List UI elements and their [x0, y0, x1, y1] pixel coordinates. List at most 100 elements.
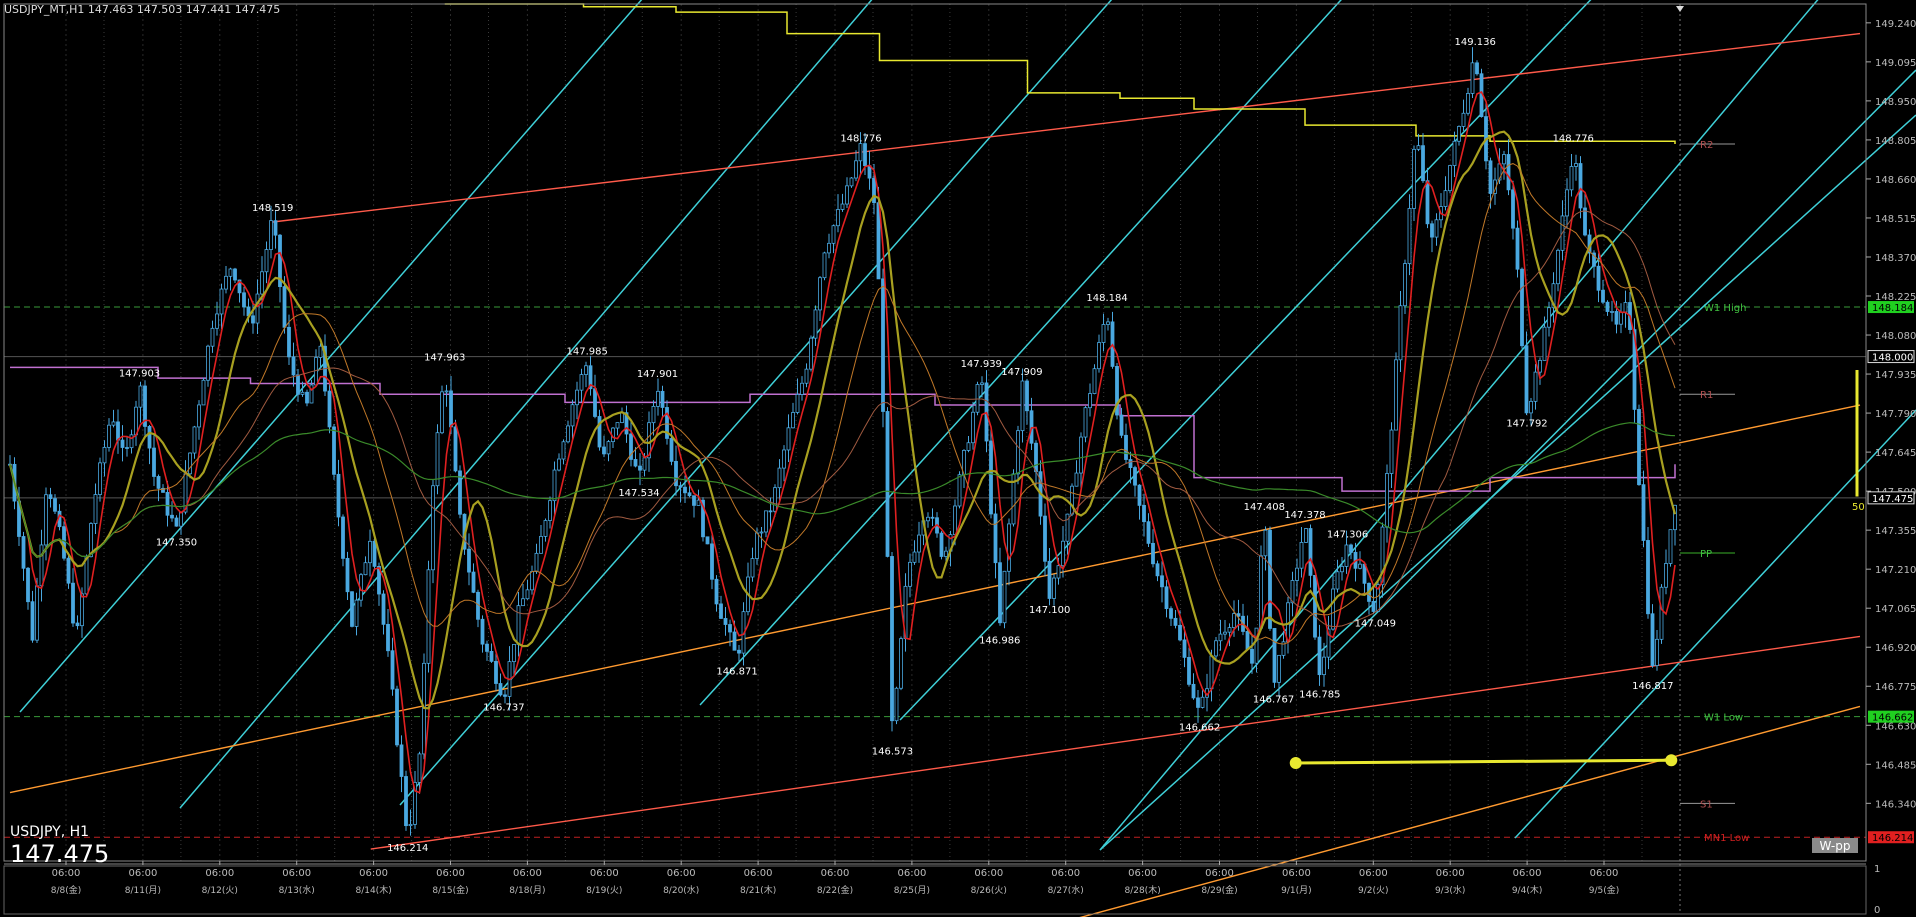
candle-body [800, 382, 804, 395]
x-tick-date: 9/2(火) [1358, 885, 1389, 896]
candle-body [1245, 631, 1250, 650]
swing-labels: 147.903 147.350 148.519 147.963 146.214 146.7… [119, 37, 1674, 854]
candle-body [930, 516, 935, 519]
candle-body [1133, 467, 1137, 486]
candle-body [1344, 544, 1349, 567]
ma-slow-b [9, 210, 1676, 628]
y-tick-label: 148.515 [1875, 214, 1916, 225]
x-tick-time: 06:00 [744, 868, 773, 879]
level-label: PP [1700, 549, 1712, 560]
candle-body [21, 536, 26, 569]
level-label: S1 [1700, 799, 1713, 810]
candle-body [75, 622, 80, 627]
candle-body [1151, 542, 1155, 565]
candle-body [1565, 189, 1569, 217]
candle-body [278, 234, 282, 288]
candle-body [53, 498, 57, 512]
candle-body [714, 578, 719, 605]
swing-label: 146.767 [1253, 694, 1294, 705]
x-tick-date: 8/27(水) [1048, 884, 1084, 896]
candle-body [156, 476, 161, 489]
candle-body [1637, 409, 1641, 486]
candle-body [665, 407, 669, 439]
candle-body [840, 203, 845, 210]
candle-body [633, 459, 638, 467]
candle-body [111, 421, 116, 426]
candle-body [512, 643, 516, 663]
candle-body [1124, 434, 1128, 460]
candle-body [552, 469, 557, 502]
candle-body [980, 382, 984, 385]
candle-body [62, 526, 66, 559]
swing-label: 147.408 [1244, 502, 1285, 513]
candle-body [107, 424, 111, 448]
candle-body [1533, 371, 1538, 402]
candle-body [1403, 263, 1407, 307]
y-tick-label: 146.920 [1875, 643, 1916, 654]
candle-body [1605, 301, 1610, 312]
y-tick-label: 146.340 [1875, 799, 1916, 810]
trendline [1079, 705, 1861, 917]
candle-body [1106, 321, 1110, 325]
candle-body [435, 432, 440, 487]
candle-body [165, 491, 170, 516]
swing-label: 148.776 [1553, 134, 1594, 145]
candle-body [1529, 400, 1533, 414]
candle-body [174, 517, 179, 527]
candle-body [674, 460, 678, 487]
candle-body [489, 650, 494, 662]
candle-body [26, 567, 30, 603]
candle-body [368, 540, 372, 564]
candle-body [1641, 484, 1646, 541]
yellow-measure-start [1289, 756, 1302, 769]
candle-body [1209, 655, 1214, 690]
candle-body [1583, 207, 1587, 236]
candle-body [669, 438, 674, 462]
candle-body [408, 823, 413, 827]
candle-body [1371, 601, 1376, 612]
candle-body [296, 374, 300, 395]
candle-body [917, 534, 921, 553]
x-tick-time: 06:00 [205, 868, 234, 879]
candle-body [1376, 584, 1380, 612]
x-tick-date: 8/22(金) [817, 884, 853, 896]
x-tick-date: 9/1(月) [1281, 885, 1312, 896]
swing-label: 147.963 [424, 353, 465, 364]
candle-body [1308, 528, 1313, 576]
x-tick-time: 06:00 [821, 868, 850, 879]
candle-body [894, 687, 899, 722]
candle-body [575, 389, 579, 406]
swing-label: 147.909 [1001, 367, 1042, 378]
candle-body [656, 390, 660, 407]
candle-body [647, 422, 651, 459]
trendline [370, 635, 1861, 850]
candle-body [273, 220, 278, 236]
candle-body [687, 492, 692, 497]
candle-body [597, 416, 602, 448]
candle-body [471, 571, 476, 593]
candle-body [818, 277, 822, 311]
candle-body [1466, 93, 1470, 114]
candle-body [1385, 473, 1389, 528]
candle-body [1092, 368, 1097, 394]
candle-body [264, 249, 269, 273]
candle-body [1290, 580, 1295, 604]
candle-body [282, 286, 287, 328]
y-tick-label: 148.660 [1875, 175, 1916, 186]
candle-body [399, 744, 404, 777]
candle-body [1488, 160, 1493, 194]
x-tick-time: 06:00 [359, 868, 388, 879]
x-tick-date: 8/18(月) [509, 885, 545, 896]
candle-body [1664, 563, 1668, 588]
y-tick-label: 147.935 [1875, 370, 1916, 381]
candle-body [1272, 628, 1277, 683]
candle-body [719, 603, 723, 619]
candle-body [161, 487, 165, 493]
candle-body [557, 458, 561, 471]
price-tag: 147.475 [1872, 494, 1913, 505]
swing-label: 147.306 [1327, 529, 1368, 540]
candle-body [998, 562, 1002, 624]
candle-body [188, 452, 192, 475]
candle-body [498, 683, 503, 696]
